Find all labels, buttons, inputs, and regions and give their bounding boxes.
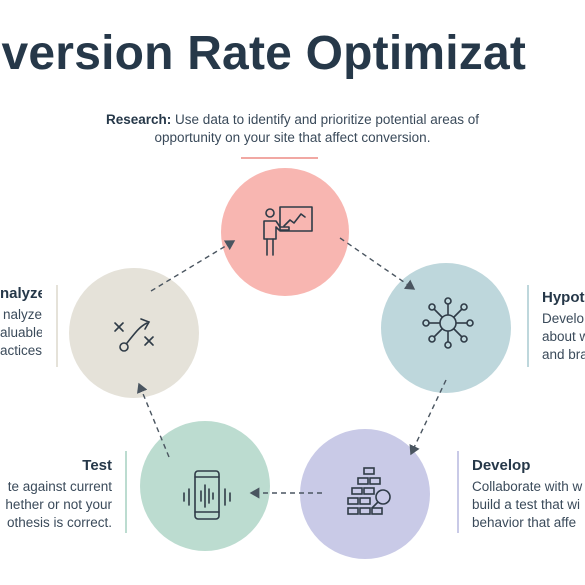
develop-heading: Develop bbox=[472, 457, 531, 474]
test-line: te against current bbox=[7, 479, 112, 494]
arrow-research-to-hypothesis bbox=[339, 237, 416, 290]
network-hub-icon bbox=[422, 297, 474, 349]
develop-line: build a test that wi bbox=[472, 497, 581, 512]
test-accent-line bbox=[125, 451, 127, 533]
develop-accent-line bbox=[457, 451, 459, 533]
analyze-accent-line bbox=[56, 285, 58, 367]
research-text: Use data to identify and prioritize pote… bbox=[154, 112, 479, 145]
arrow-test-to-analyze bbox=[137, 382, 170, 458]
hypothesis-accent-line bbox=[527, 285, 529, 367]
analyze-heading: nalyze bbox=[0, 285, 42, 302]
hypothesis-line: and bra bbox=[542, 347, 585, 362]
test-text-block: Test te against current hether or not yo… bbox=[0, 456, 112, 532]
arrow-analyze-to-research bbox=[150, 240, 236, 292]
research-circle bbox=[221, 168, 349, 296]
test-heading: Test bbox=[82, 457, 112, 474]
presenter-chart-icon bbox=[263, 206, 313, 256]
analyze-text-block: nalyze nalyze aluable actices. bbox=[0, 284, 42, 360]
test-line: hether or not your bbox=[5, 497, 112, 512]
research-heading: Research: bbox=[106, 112, 172, 127]
analyze-line: aluable bbox=[0, 325, 42, 340]
hypothesis-text-block: Hypot Develo about w and bra bbox=[542, 288, 585, 364]
page-title: nversion Rate Optimizat bbox=[0, 27, 527, 80]
hypothesis-circle bbox=[381, 263, 511, 393]
develop-line: behavior that affe bbox=[472, 515, 577, 530]
hypothesis-line: Develo bbox=[542, 311, 585, 326]
arrow-hypothesis-to-develop bbox=[409, 379, 447, 456]
phone-soundwave-icon bbox=[183, 470, 231, 520]
research-description: Research: Use data to identify and prior… bbox=[75, 111, 510, 147]
analyze-circle bbox=[69, 268, 199, 398]
develop-text-block: Develop Collaborate with w build a test … bbox=[472, 456, 585, 532]
strategy-play-icon bbox=[114, 318, 154, 352]
test-line: othesis is correct. bbox=[6, 515, 112, 530]
analyze-line: actices. bbox=[0, 343, 42, 358]
analyze-line: nalyze bbox=[2, 307, 42, 322]
research-underline bbox=[241, 157, 318, 159]
flowchart-magnifier-icon bbox=[347, 467, 391, 515]
hypothesis-heading: Hypot bbox=[542, 289, 585, 306]
develop-line: Collaborate with w bbox=[472, 479, 583, 494]
hypothesis-line: about w bbox=[542, 329, 585, 344]
